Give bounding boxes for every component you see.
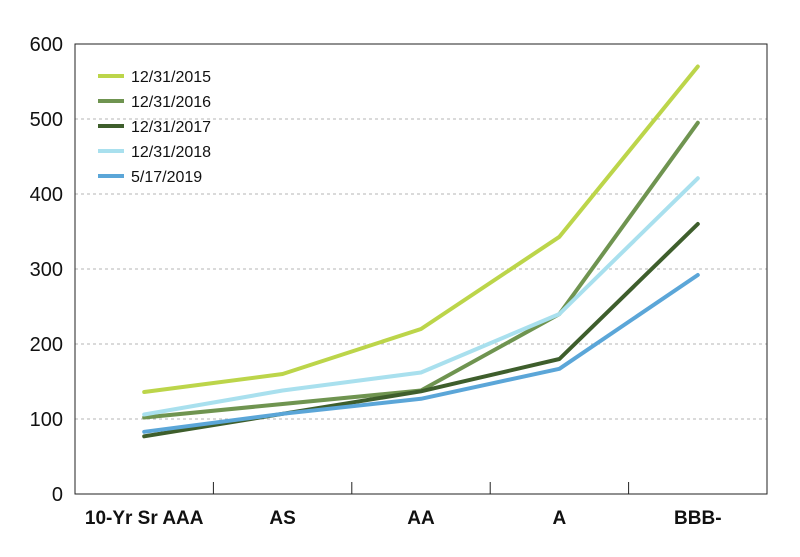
legend-label: 12/31/2018 [131, 144, 211, 161]
legend-label: 12/31/2015 [131, 69, 211, 86]
plot-frame [74, 43, 768, 495]
y-tick-label: 400 [30, 184, 63, 206]
series-line-0 [142, 64, 700, 394]
y-tick-label: 600 [30, 34, 63, 56]
x-tick-label: AA [407, 508, 435, 529]
legend: 12/31/2015 12/31/2016 12/31/2017 12/31/2018… [98, 69, 211, 186]
x-tick-label: BBB- [674, 508, 722, 529]
x-tick-label: AS [269, 508, 295, 529]
x-axis: 10-Yr Sr AAA AS AA A BBB- [85, 482, 722, 529]
x-tick-label: A [553, 508, 567, 529]
y-axis: 0 100 200 300 400 500 600 [30, 34, 63, 506]
y-tick-label: 500 [30, 109, 63, 131]
y-tick-label: 0 [52, 484, 63, 506]
legend-label: 12/31/2017 [131, 119, 211, 136]
legend-label: 5/17/2019 [131, 169, 202, 186]
y-tick-label: 300 [30, 259, 63, 281]
x-tick-label: 10-Yr Sr AAA [85, 508, 204, 529]
series-line-4 [142, 273, 700, 434]
series-lines [142, 64, 700, 439]
legend-label: 12/31/2016 [131, 94, 211, 111]
y-tick-label: 100 [30, 409, 63, 431]
series-line-3 [142, 176, 700, 417]
y-tick-label: 200 [30, 334, 63, 356]
